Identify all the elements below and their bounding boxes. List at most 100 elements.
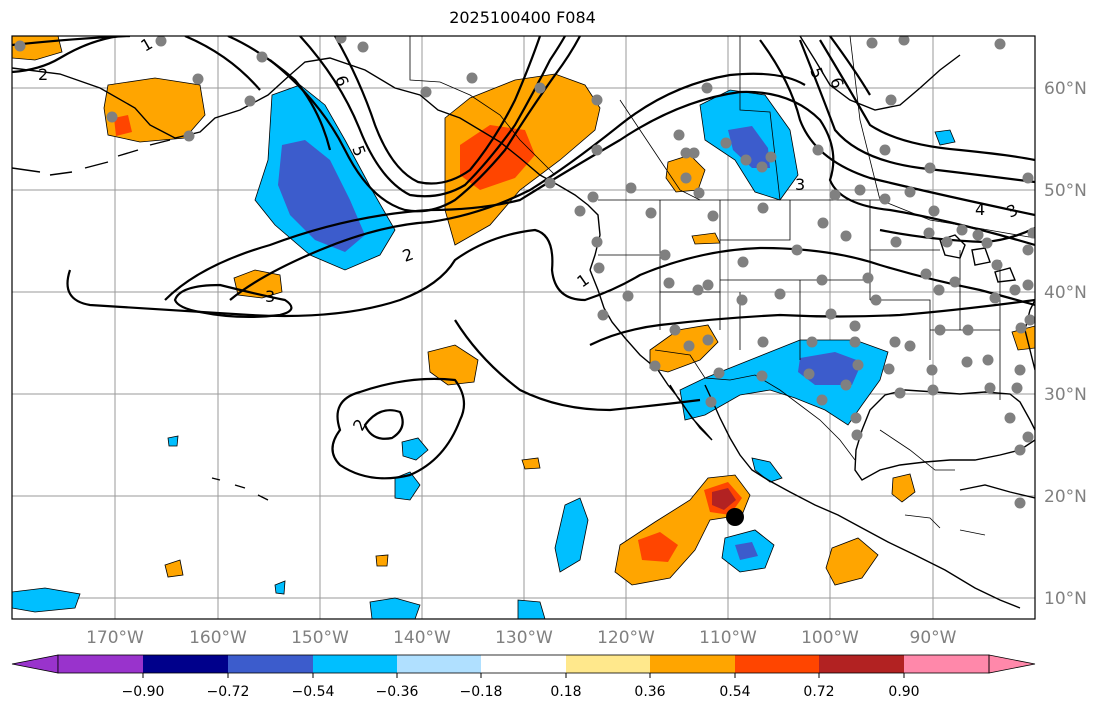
contour-2-main (164, 90, 1035, 301)
contour-label-2: 2 (400, 244, 416, 265)
lon-label-90w: 90°W (910, 628, 957, 648)
colorbar-tick-10: 0.90 (888, 684, 919, 700)
strong-negative-anomaly-north-pacific (278, 140, 365, 252)
colorbar: −0.90 −0.72 −0.54 −0.36 −0.18 0.18 0.36 … (11, 654, 1036, 700)
lon-label-120w: 120°W (597, 628, 655, 648)
highlight-point-marker (726, 508, 744, 526)
strong-negative-anomaly-mexico-south (735, 542, 758, 560)
colorbar-segment-10 (819, 655, 904, 673)
negative-anomaly-small-14 (274, 580, 286, 595)
colorbar-tick-4: −0.36 (376, 684, 419, 700)
coastlines (12, 36, 1035, 609)
latitude-labels: 60°N 50°N 40°N 30°N 20°N 10°N (1044, 79, 1087, 609)
positive-anomaly-yucatan (891, 473, 916, 503)
positive-anomaly-small-9 (691, 232, 721, 245)
colorbar-tick-3: −0.54 (292, 684, 335, 700)
contour-lines (12, 36, 1035, 480)
contour-label-5: 5 (806, 65, 827, 81)
contour-ridge-1 (269, 36, 581, 213)
us-west-coast (589, 269, 659, 371)
contour-label-6b: 6 (331, 73, 352, 89)
lat-label-10n: 10°N (1044, 589, 1087, 609)
hudson-bay (799, 36, 961, 111)
colorbar-tick-1: −0.90 (122, 684, 165, 700)
hawaii (211, 477, 269, 501)
map-frame (11, 35, 1036, 620)
negative-anomaly-small-8 (934, 129, 956, 146)
longitude-labels: 170°W 160°W 150°W 140°W 130°W 120°W 110°… (86, 628, 957, 648)
colorbar-tick-6: 0.18 (550, 684, 581, 700)
station-markers (14, 36, 1035, 509)
map-area: 1 2 2 2 3 3 3 4 1 5 6 6 5 (12, 34, 1035, 619)
strong-negative-anomaly-texas (798, 352, 862, 385)
colorbar-tick-5: −0.18 (460, 684, 503, 700)
mexico-west-coast (704, 384, 1021, 609)
contour-5-canada (798, 39, 1035, 184)
contour-trough-1 (227, 36, 332, 151)
lon-label-170w: 170°W (86, 628, 144, 648)
colorbar-segment-11 (904, 655, 989, 673)
positive-anomaly-small-10 (521, 457, 541, 470)
colorbar-segment-8 (650, 655, 735, 673)
colorbar-segment-6 (481, 655, 566, 673)
aleutian-islands (12, 139, 171, 176)
colorbar-segment-4 (313, 655, 397, 673)
contour-3-main (229, 72, 806, 301)
contour-3-east (879, 227, 1035, 244)
colorbar-segment-7 (566, 655, 650, 673)
contour-low-inner (363, 409, 404, 440)
contour-2-west (12, 36, 121, 74)
contour-low-closed (331, 377, 466, 480)
lat-label-40n: 40°N (1044, 283, 1087, 303)
contour-4-north (829, 36, 871, 96)
lon-label-100w: 100°W (801, 628, 859, 648)
contour-label-3: 3 (265, 287, 275, 306)
lat-label-60n: 60°N (1044, 79, 1087, 99)
colorbar-segment-5 (397, 655, 481, 673)
colorbar-segment-1 (58, 655, 143, 673)
colorbar-segment-2 (143, 655, 228, 673)
alaska-coast (12, 57, 559, 186)
contour-label-3c: 3 (795, 175, 805, 194)
contour-1-main (66, 228, 1035, 318)
contour-trough-south (454, 319, 701, 412)
strong-negative-anomaly-canada (728, 126, 770, 168)
negative-anomaly-small-3 (554, 497, 589, 573)
great-lakes (939, 234, 1017, 283)
strong-positive-anomaly-mexico-west (638, 532, 678, 562)
contour-ridge-2 (299, 36, 566, 198)
colorbar-tick-marks (142, 673, 905, 678)
positive-anomaly-central-america (825, 537, 879, 586)
lon-label-110w: 110°W (699, 628, 757, 648)
positive-anomaly-small-12 (375, 554, 389, 567)
contour-1-south (589, 298, 1035, 346)
contour-pacific-loop (173, 283, 293, 318)
contour-label-4: 4 (975, 200, 985, 219)
contour-label-6: 6 (826, 75, 847, 91)
contour-label-2c: 2 (38, 65, 48, 84)
gulf-coast (854, 389, 1035, 481)
contour-label-1b: 1 (138, 34, 156, 56)
lon-label-150w: 150°W (291, 628, 349, 648)
contour-6-canada (819, 39, 1035, 162)
colorbar-segment-3 (228, 655, 313, 673)
negative-anomaly-small-1 (394, 471, 421, 501)
negative-anomaly-small-6 (517, 599, 546, 619)
positive-anomaly-small-11 (164, 559, 184, 578)
map-title: 2025100400 F084 (449, 8, 596, 27)
colorbar-tick-9: 0.72 (803, 684, 834, 700)
anomaly-fills (12, 36, 1035, 619)
positive-anomaly-pacific-mid (427, 344, 479, 386)
colorbar-tick-8: 0.54 (719, 684, 750, 700)
lat-label-20n: 20°N (1044, 487, 1087, 507)
colorbar-frame (57, 654, 990, 674)
negative-anomaly-small-2 (401, 437, 429, 461)
contour-ridge-3 (334, 36, 542, 185)
colorbar-tick-2: −0.72 (207, 684, 250, 700)
lat-label-30n: 30°N (1044, 385, 1087, 405)
bc-coast (557, 184, 601, 271)
lon-label-130w: 130°W (495, 628, 553, 648)
colorbar-tick-7: 0.36 (634, 684, 665, 700)
contour-4-canada (759, 39, 1035, 217)
